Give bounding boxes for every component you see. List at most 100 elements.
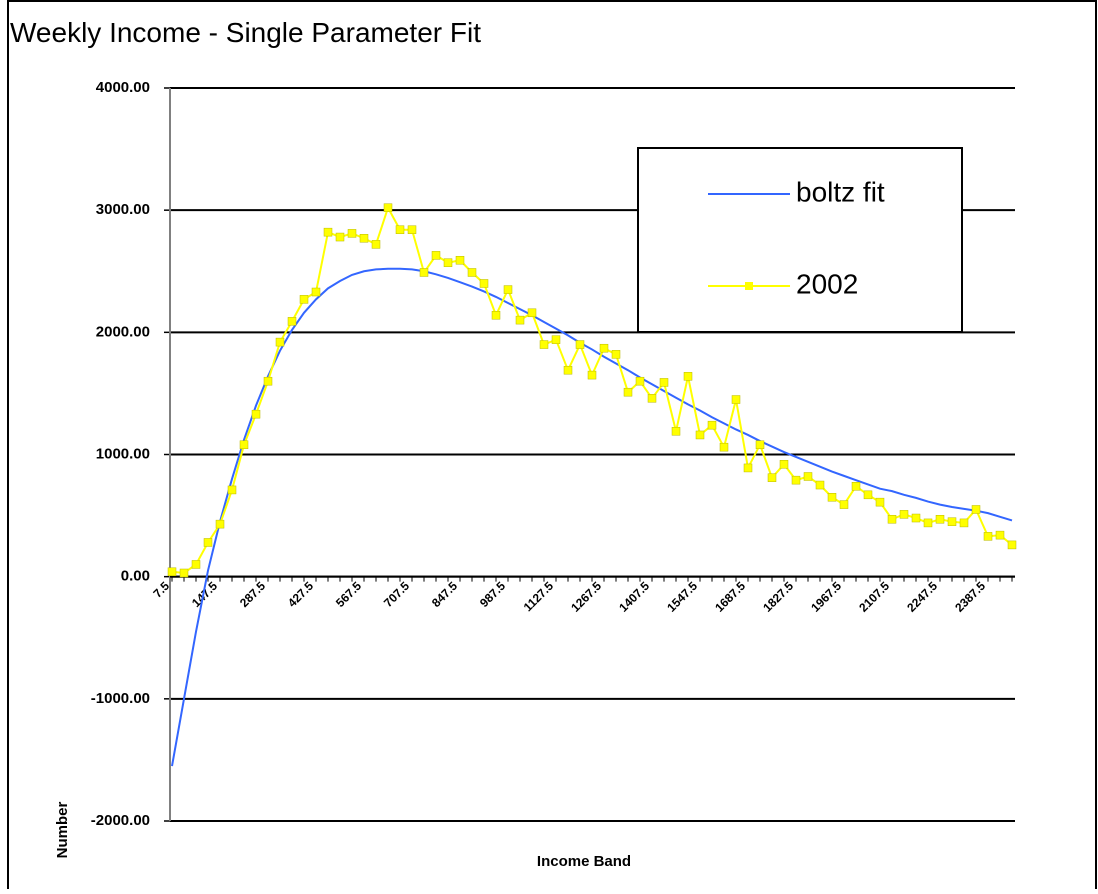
y-tick-label: -2000.00 [91,812,150,829]
x-tick-label: 1407.5 [616,579,652,615]
y-tick-label: -1000.00 [91,690,150,707]
point-marker [359,234,369,243]
point-marker [683,372,693,381]
point-marker [263,376,273,386]
point-marker [611,350,621,359]
legend-box [637,147,963,333]
legend-marker [745,282,753,290]
point-marker [287,317,297,326]
point-marker [275,337,285,347]
x-tick-label: 1267.5 [568,579,604,615]
point-marker [443,258,453,267]
x-tick-label: 1547.5 [664,579,700,615]
y-tick-label: 3000.00 [96,201,150,218]
point-marker [479,279,489,288]
point-marker [671,427,681,436]
point-marker [899,510,909,519]
point-marker [731,395,741,404]
y-tick-label: 0.00 [121,568,150,585]
x-tick-label: 1687.5 [712,579,748,615]
point-marker [167,567,177,577]
point-marker [719,442,729,452]
y-tick-label: 1000.00 [96,445,150,462]
point-marker [203,538,213,547]
x-tick-label: 987.5 [477,579,508,610]
x-tick-label: 2107.5 [856,579,892,615]
point-marker [179,568,189,578]
chart-title: Weekly Income - Single Parameter Fit [10,17,481,48]
point-marker [767,473,777,482]
point-marker [551,335,561,344]
point-marker [323,227,333,237]
point-marker [623,387,633,397]
point-marker [299,295,309,304]
x-tick-label: 427.5 [285,579,316,610]
point-marker [803,472,813,481]
point-marker [587,370,597,380]
point-marker [635,376,645,386]
point-marker [947,517,957,526]
point-marker [563,365,573,375]
point-marker [791,475,801,485]
point-marker [935,514,945,524]
legend-label: boltz fit [796,176,885,207]
x-tick-label: 2387.5 [952,579,988,615]
point-marker [251,409,261,419]
point-marker [491,310,501,320]
x-tick-label: 847.5 [429,579,460,610]
point-marker [395,225,405,234]
x-tick-label: 707.5 [381,579,412,610]
point-marker [707,420,717,430]
point-marker [659,378,669,387]
point-marker [515,315,525,325]
point-marker [371,240,381,249]
point-marker [347,229,357,238]
point-marker [539,340,549,349]
point-marker [911,513,921,523]
point-marker [959,518,969,528]
point-marker [1007,540,1017,550]
series-line [171,267,1013,767]
point-marker [647,394,657,403]
point-marker [875,497,885,507]
point-marker [983,532,993,541]
point-marker [827,493,837,502]
point-marker [839,500,849,509]
point-marker [239,440,249,449]
point-marker [815,480,825,490]
x-tick-label: 1967.5 [808,579,844,615]
point-marker [215,519,225,529]
x-tick-label: 567.5 [333,579,364,610]
point-marker [995,530,1005,540]
point-marker [383,203,393,212]
x-tick-label: 1827.5 [760,579,796,615]
point-marker [467,268,477,277]
point-marker [743,463,753,473]
x-axis-label: Income Band [537,853,631,870]
frame [7,0,1097,894]
y-axis-label: Number [54,802,71,859]
point-marker [575,340,585,349]
point-marker [887,514,897,524]
point-marker [851,482,861,491]
x-tick-label: 2247.5 [904,579,940,615]
point-marker [695,430,705,440]
point-marker [755,440,765,449]
y-tick-label: 4000.00 [96,79,150,96]
point-marker [191,560,201,569]
point-marker [527,308,537,318]
point-marker [971,505,981,514]
legend-label: 2002 [796,268,858,299]
point-marker [455,256,465,265]
point-marker [431,251,441,260]
point-marker [227,485,237,495]
point-marker [599,343,609,353]
point-marker [863,490,873,500]
point-marker [923,518,933,528]
point-marker [779,460,789,469]
point-marker [419,268,429,277]
x-tick-label: 287.5 [237,579,268,610]
point-marker [311,287,321,297]
y-tick-label: 2000.00 [96,323,150,340]
